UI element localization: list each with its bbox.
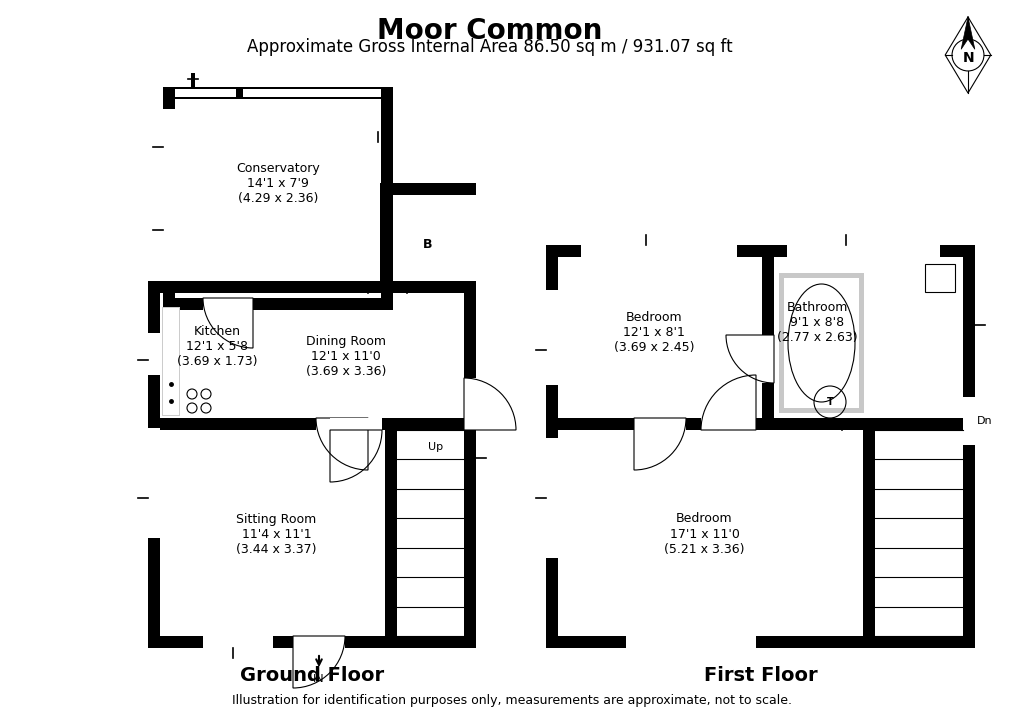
Text: T: T <box>826 397 834 407</box>
Text: Bathroom
9'1 x 8'8
(2.77 x 2.63): Bathroom 9'1 x 8'8 (2.77 x 2.63) <box>777 301 858 344</box>
Bar <box>546 418 975 430</box>
Bar <box>330 418 382 430</box>
Bar <box>963 397 975 445</box>
Bar <box>175 89 236 97</box>
Bar <box>380 183 476 195</box>
Bar <box>546 636 975 648</box>
Text: Kitchen
12'1 x 5'8
(3.69 x 1.73): Kitchen 12'1 x 5'8 (3.69 x 1.73) <box>177 325 258 368</box>
Text: First Floor: First Floor <box>703 666 817 685</box>
Text: Moor Common: Moor Common <box>377 17 603 45</box>
Bar <box>203 298 253 310</box>
Bar <box>546 245 558 648</box>
Bar <box>163 298 393 310</box>
Bar <box>243 89 381 97</box>
Text: Illustration for identification purposes only, measurements are approximate, not: Illustration for identification purposes… <box>232 694 792 707</box>
Bar <box>163 109 175 288</box>
Bar <box>701 418 756 430</box>
Bar <box>546 438 558 558</box>
Bar <box>779 273 864 413</box>
Text: Bedroom
17'1 x 11'0
(5.21 x 3.36): Bedroom 17'1 x 11'0 (5.21 x 3.36) <box>665 513 744 555</box>
Bar <box>546 290 558 385</box>
Bar <box>380 183 392 293</box>
Bar <box>148 428 160 538</box>
Bar <box>316 418 368 430</box>
Polygon shape <box>962 17 975 49</box>
Bar <box>293 636 345 648</box>
Bar <box>787 245 940 257</box>
Bar <box>626 636 756 648</box>
Text: N: N <box>964 51 975 65</box>
Text: Dining Room
12'1 x 11'0
(3.69 x 3.36): Dining Room 12'1 x 11'0 (3.69 x 3.36) <box>306 335 386 378</box>
Bar <box>546 245 975 257</box>
Bar <box>581 245 737 257</box>
Bar <box>163 87 175 310</box>
Bar <box>163 308 179 415</box>
Bar <box>148 418 476 430</box>
Bar <box>162 307 180 416</box>
Bar <box>925 264 955 292</box>
Bar <box>762 335 774 383</box>
Bar <box>148 281 160 648</box>
Text: B: B <box>423 237 433 250</box>
Bar <box>863 418 874 648</box>
Bar <box>385 418 397 648</box>
Bar <box>464 378 476 430</box>
Bar <box>464 281 476 648</box>
Bar <box>148 636 476 648</box>
Ellipse shape <box>788 284 855 402</box>
Bar <box>163 87 393 99</box>
Text: IN: IN <box>313 674 325 684</box>
Bar <box>381 87 393 310</box>
Text: Bedroom
12'1 x 8'1
(3.69 x 2.45): Bedroom 12'1 x 8'1 (3.69 x 2.45) <box>613 311 694 354</box>
Text: Dn: Dn <box>977 416 992 426</box>
Bar <box>762 245 774 430</box>
Text: Approximate Gross Internal Area 86.50 sq m / 931.07 sq ft: Approximate Gross Internal Area 86.50 sq… <box>247 38 733 56</box>
Text: Sitting Room
11'4 x 11'1
(3.44 x 3.37): Sitting Room 11'4 x 11'1 (3.44 x 3.37) <box>237 513 316 555</box>
Bar <box>634 418 686 430</box>
Text: Ground Floor: Ground Floor <box>240 666 384 685</box>
Bar <box>148 281 476 293</box>
Text: Up: Up <box>428 442 443 452</box>
Bar <box>203 636 273 648</box>
Bar <box>191 73 195 87</box>
Bar <box>148 333 160 375</box>
Bar <box>784 278 859 408</box>
Bar <box>963 245 975 648</box>
Text: Conservatory
14'1 x 7'9
(4.29 x 2.36): Conservatory 14'1 x 7'9 (4.29 x 2.36) <box>237 162 319 205</box>
